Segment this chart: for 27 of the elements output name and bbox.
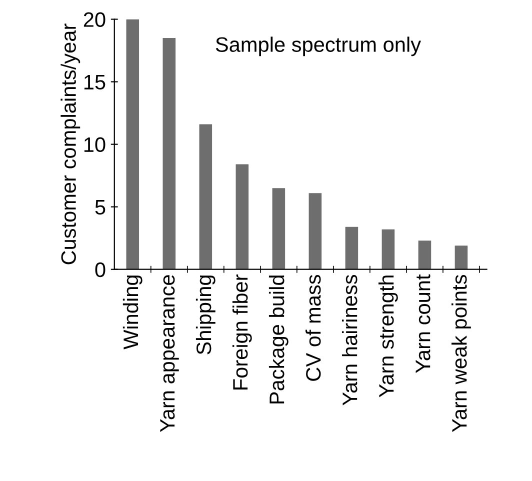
x-tick-label: Yarn hairiness	[342, 274, 358, 406]
x-tick-label: Yarn strength	[378, 276, 398, 398]
y-tick-label: 10	[84, 137, 106, 152]
bar	[162, 38, 176, 270]
x-tick-label: Foreign fiber	[232, 274, 252, 390]
x-tick-label: CV of mass	[305, 274, 321, 381]
x-tick-label: Shipping	[196, 276, 216, 354]
bar	[199, 124, 212, 270]
bar	[236, 164, 249, 270]
bar	[454, 246, 468, 270]
x-tick-label: Package build	[268, 276, 288, 404]
annotation: Sample spectrum only	[216, 36, 421, 56]
x-tick-label: Winding	[122, 276, 142, 350]
bar	[308, 193, 322, 270]
x-tick-label: Yarn appearance	[160, 275, 179, 432]
y-tick-label: 20	[84, 12, 106, 27]
bar	[126, 19, 140, 270]
y-tick-label: 0	[95, 262, 106, 278]
bar	[345, 226, 358, 270]
y-tick-label: 15	[84, 74, 106, 90]
x-tick-label: Yarn count	[416, 274, 430, 373]
y-tick-label: 5	[95, 200, 106, 215]
bar	[418, 240, 432, 270]
bar	[272, 188, 286, 270]
bar	[382, 229, 395, 270]
y-axis-title: Customer complaints/year	[60, 24, 80, 264]
x-tick-label: Yarn weak points	[452, 274, 471, 432]
